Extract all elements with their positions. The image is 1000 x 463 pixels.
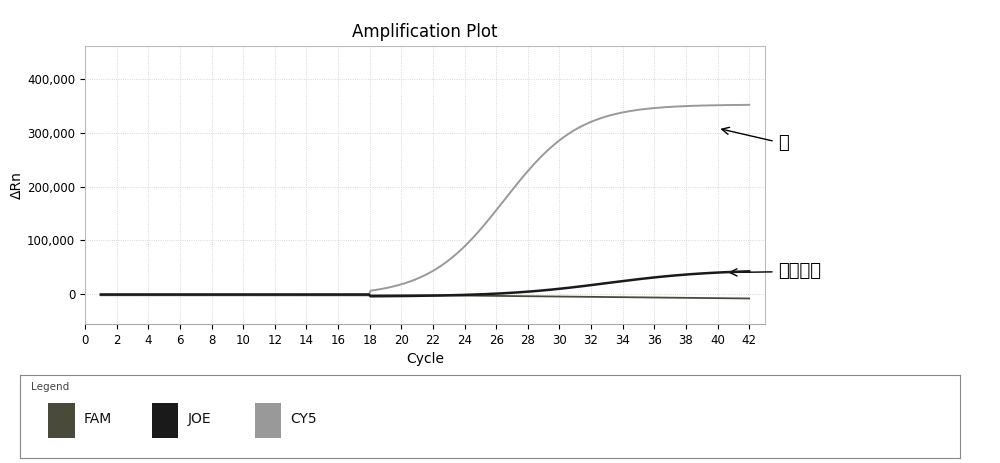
Text: FAM: FAM bbox=[84, 412, 112, 426]
Y-axis label: ΔRn: ΔRn bbox=[10, 171, 24, 199]
Bar bbox=[152, 402, 178, 438]
Bar bbox=[255, 402, 281, 438]
X-axis label: Cycle: Cycle bbox=[406, 352, 444, 366]
Text: Legend: Legend bbox=[31, 382, 70, 392]
Title: Amplification Plot: Amplification Plot bbox=[352, 23, 498, 41]
Bar bbox=[48, 402, 75, 438]
Text: 龟: 龟 bbox=[722, 127, 788, 152]
Text: 内标质控: 内标质控 bbox=[730, 263, 821, 281]
Text: JOE: JOE bbox=[187, 412, 211, 426]
Text: CY5: CY5 bbox=[291, 412, 317, 426]
